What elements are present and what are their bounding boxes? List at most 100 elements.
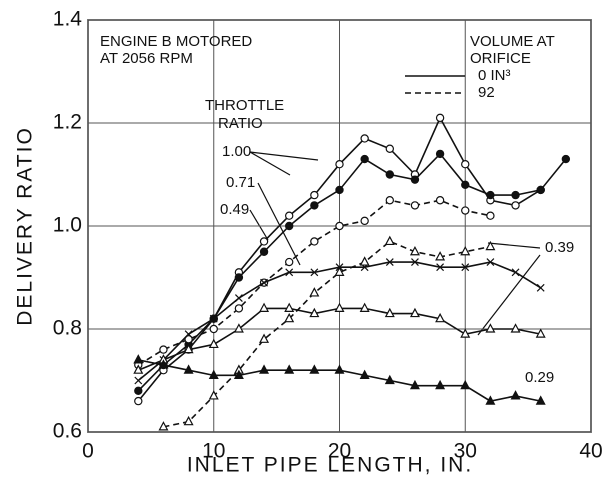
data-point xyxy=(208,369,219,379)
data-point xyxy=(259,364,270,374)
data-point xyxy=(259,302,270,312)
arrow xyxy=(477,254,541,336)
data-point xyxy=(435,196,445,205)
data-point xyxy=(535,395,546,405)
data-point xyxy=(310,237,319,246)
data-point xyxy=(435,379,446,390)
annotation: 0.29 xyxy=(525,369,554,386)
y-axis-label: DELIVERY RATIO xyxy=(14,126,37,326)
series xyxy=(134,149,571,395)
annotation: 1.00 xyxy=(222,143,251,160)
annotation: ENGINE B MOTORED xyxy=(100,33,252,50)
data-point xyxy=(233,369,244,379)
data-point xyxy=(485,240,496,251)
data-point xyxy=(284,302,295,312)
data-point xyxy=(334,302,345,312)
annotation: VOLUME AT xyxy=(470,33,555,50)
data-point xyxy=(233,323,244,333)
data-point xyxy=(335,159,344,169)
data-point xyxy=(184,330,193,339)
data-point xyxy=(158,359,169,369)
data-point xyxy=(159,345,168,354)
data-point xyxy=(309,364,320,374)
data-point xyxy=(183,343,194,354)
annotation: 0.71 xyxy=(226,174,255,191)
data-point xyxy=(183,415,194,426)
arrow xyxy=(249,151,319,161)
legend-label: 0 IN³ xyxy=(478,67,511,84)
series xyxy=(133,354,546,405)
data-point xyxy=(461,159,470,169)
x-axis-label: INLET PIPE LENGTH, IN. xyxy=(187,454,473,477)
arrow xyxy=(249,209,269,241)
data-point xyxy=(409,379,420,390)
arrow xyxy=(487,242,541,249)
series xyxy=(134,113,545,406)
data-point xyxy=(309,287,320,297)
data-point xyxy=(259,333,270,343)
data-point xyxy=(234,294,243,303)
data-point xyxy=(208,338,219,349)
data-point xyxy=(461,180,470,189)
data-point xyxy=(461,263,470,272)
data-point xyxy=(435,312,446,323)
data-point xyxy=(385,196,394,205)
data-point xyxy=(561,154,571,164)
data-point xyxy=(511,190,520,200)
data-point xyxy=(536,283,545,292)
x-tick-label: 20 xyxy=(328,440,351,463)
data-point xyxy=(234,304,244,313)
legend-label: 92 xyxy=(478,84,495,101)
data-point xyxy=(461,206,470,215)
data-point xyxy=(436,263,445,272)
data-point xyxy=(535,328,546,338)
y-tick-label: 0.6 xyxy=(53,420,82,443)
data-point xyxy=(536,185,545,195)
annotation-arrows xyxy=(249,151,541,336)
y-tick-label: 1.2 xyxy=(53,111,82,134)
annotation: RATIO xyxy=(218,115,263,132)
data-point xyxy=(183,364,194,374)
data-point xyxy=(208,390,219,400)
data-point xyxy=(385,258,394,266)
data-point xyxy=(435,149,445,159)
data-point xyxy=(134,376,143,385)
data-point xyxy=(285,211,294,220)
data-point xyxy=(259,237,269,246)
data-point xyxy=(260,278,268,287)
data-point xyxy=(259,247,269,256)
x-tick-label: 0 xyxy=(82,440,94,463)
arrow xyxy=(249,151,291,176)
data-point xyxy=(359,256,370,266)
data-point xyxy=(384,307,395,318)
data-point xyxy=(511,201,520,210)
data-point xyxy=(460,245,471,256)
data-point xyxy=(284,312,295,323)
y-tick-label: 1.0 xyxy=(53,214,82,237)
annotation: 0.39 xyxy=(545,239,574,256)
data-point xyxy=(335,185,344,195)
data-point xyxy=(486,211,495,220)
data-point xyxy=(409,245,420,256)
y-tick-label: 0.8 xyxy=(53,317,82,340)
data-point xyxy=(485,323,496,333)
data-point xyxy=(133,364,144,374)
data-point xyxy=(360,154,369,164)
data-point xyxy=(510,390,521,400)
data-point xyxy=(359,302,370,312)
data-point xyxy=(310,268,319,277)
data-point xyxy=(285,221,294,231)
data-point xyxy=(360,134,369,143)
series-line xyxy=(163,240,491,428)
data-point xyxy=(284,364,295,374)
data-point xyxy=(285,268,294,277)
series xyxy=(133,302,546,374)
data-point xyxy=(360,216,369,226)
series xyxy=(134,196,495,370)
data-point xyxy=(234,273,244,282)
data-point xyxy=(385,170,394,179)
data-point xyxy=(384,235,395,246)
data-point xyxy=(486,190,495,200)
data-point xyxy=(209,324,218,334)
